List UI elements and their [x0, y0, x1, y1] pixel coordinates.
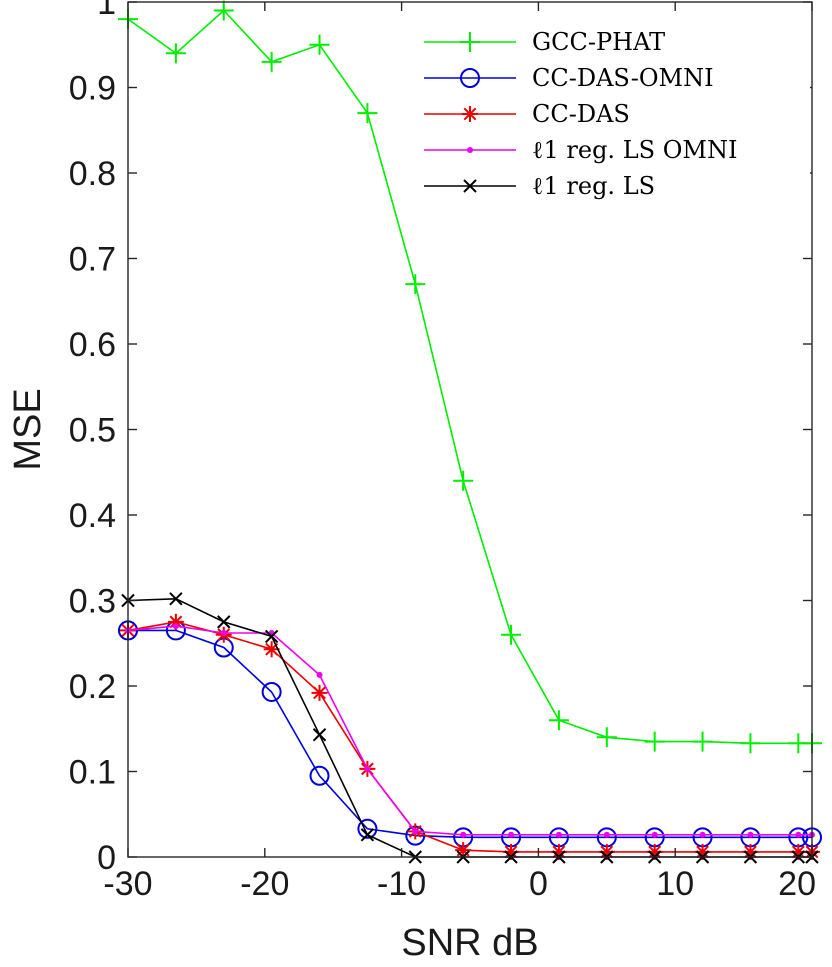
series-1-point-7 — [405, 274, 426, 295]
x-tick-label: 0 — [529, 865, 548, 903]
legend-entry-3: CC-DAS — [424, 100, 630, 128]
legend: GCC-PHAT CC-DAS-OMNI CC-DAS ℓ1 reg. LS OMNI… — [412, 18, 810, 208]
y-tick-label: 0.5 — [69, 412, 116, 450]
series-2-line — [128, 629, 812, 839]
series-1-point-10 — [548, 710, 569, 731]
series-1-point-2 — [165, 43, 186, 64]
legend-label: CC-DAS-OMNI — [532, 64, 714, 92]
series-3-line — [127, 621, 812, 853]
series-3-point-4 — [263, 641, 280, 658]
series-4-point-15 — [795, 831, 802, 838]
series-4-point-8 — [460, 831, 467, 838]
series-1-point-8 — [453, 470, 474, 491]
x-tick-label: 20 — [778, 865, 816, 903]
legend-marker — [463, 179, 477, 193]
series-5-point-3 — [217, 615, 231, 629]
series-3-point-8 — [455, 842, 472, 859]
y-axis-label: MSE — [7, 388, 49, 470]
legend-entry-4: ℓ1 reg. LS OMNI — [424, 136, 737, 164]
series-4-point-13 — [699, 831, 706, 838]
legend-marker — [462, 106, 478, 122]
series-1-point-3 — [213, 0, 234, 21]
series-1-point-11 — [596, 727, 617, 748]
series-4-point-6 — [364, 765, 371, 772]
series-4 — [125, 623, 815, 838]
series-1-point-5 — [309, 34, 330, 55]
series-3-point-11 — [598, 843, 615, 860]
legend-entry-5: ℓ1 reg. LS — [424, 172, 655, 200]
legend-label: CC-DAS — [532, 100, 630, 128]
series-5-point-5 — [312, 728, 327, 742]
y-tick-label: 0.8 — [69, 155, 116, 193]
y-tick-label: 0.2 — [69, 668, 116, 706]
series-4-point-2 — [172, 623, 179, 630]
x-tick-label: -30 — [103, 865, 152, 903]
y-tick-label: 0.7 — [69, 241, 116, 279]
series-3-point-13 — [694, 843, 711, 860]
x-axis-label: SNR dB — [401, 922, 538, 964]
series-2-point-6 — [357, 818, 378, 839]
series-1-point-6 — [357, 103, 378, 124]
series-4-point-10 — [555, 831, 562, 838]
legend-label: ℓ1 reg. LS OMNI — [532, 136, 737, 164]
series-5-point-6 — [360, 828, 375, 842]
x-tick-label: -20 — [240, 865, 289, 903]
legend-marker — [460, 68, 480, 88]
series-1-point-14 — [740, 733, 761, 754]
legend-label: GCC-PHAT — [532, 28, 665, 56]
series-3-point-14 — [742, 843, 759, 860]
series-4-point-5 — [316, 671, 323, 678]
series-1-point-12 — [644, 731, 665, 752]
series-5-point-4 — [264, 629, 279, 644]
series-1-point-4 — [261, 51, 282, 72]
series-3-point-2 — [167, 613, 184, 630]
series-2-point-5 — [309, 765, 330, 786]
series-4-line — [127, 625, 812, 836]
legend-marker — [460, 32, 480, 52]
x-tick-label: 10 — [656, 865, 694, 903]
series-4-point-14 — [747, 831, 754, 838]
legend-entry-1: GCC-PHAT — [424, 28, 665, 56]
series-3-point-10 — [550, 843, 567, 860]
series-4-point-3 — [220, 629, 227, 636]
series-5-point-2 — [169, 592, 183, 606]
x-tick-label: -10 — [377, 865, 426, 903]
y-tick-label: 0.1 — [69, 754, 116, 792]
series-3-point-5 — [311, 684, 328, 701]
y-tick-label: 0.6 — [69, 326, 116, 364]
series-1-point-9 — [501, 624, 522, 645]
series-4-point-11 — [603, 831, 610, 838]
series-4-point-12 — [651, 831, 658, 838]
y-tick-label: 0.3 — [69, 583, 116, 621]
legend-entry-2: CC-DAS-OMNI — [424, 64, 714, 92]
series-1-point-13 — [692, 731, 713, 752]
series-4-point-7 — [412, 828, 419, 835]
series-1-line — [127, 9, 812, 745]
legend-marker — [467, 147, 473, 153]
series-3-point-12 — [646, 843, 663, 860]
y-tick-label: 0 — [97, 839, 116, 877]
y-tick-label: 0.9 — [69, 70, 116, 108]
series-3-point-9 — [503, 843, 520, 860]
y-tick-label: 1 — [97, 0, 116, 22]
y-tick-label: 0.4 — [69, 497, 116, 535]
series-4-point-9 — [508, 831, 515, 838]
legend-background — [412, 18, 810, 208]
series-2-point-4 — [261, 681, 282, 702]
axes-layer: 0 0.1 0.2 0.3 0.4 0.5 0.6 0.7 0.8 0.9 1 -30 -20 -10 0 1… — [69, 0, 816, 903]
series-3-point-15 — [790, 843, 807, 860]
legend-label: ℓ1 reg. LS — [532, 172, 655, 200]
